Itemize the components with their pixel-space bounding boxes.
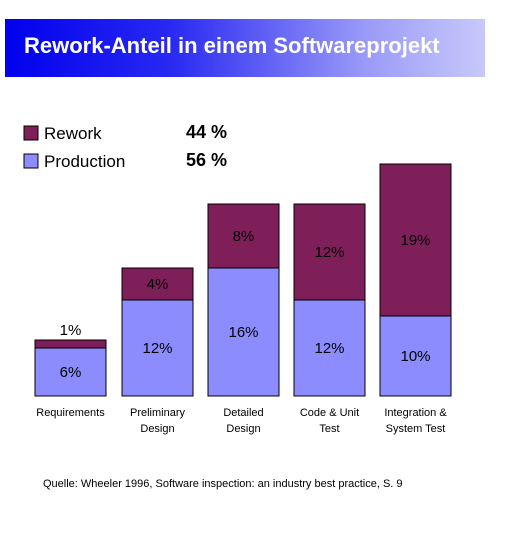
data-label-production: 12%	[314, 340, 344, 357]
source-note: Quelle: Wheeler 1996, Software inspectio…	[43, 478, 403, 490]
chart-title: Rework-Anteil in einem Softwareprojekt	[24, 33, 440, 58]
category-label: Design	[226, 423, 260, 435]
bar-rework	[34, 339, 107, 349]
legend-value-production: 56 %	[186, 150, 227, 170]
legend-swatch-production	[23, 153, 39, 169]
title-banner: Rework-Anteil in einem Softwareprojekt	[5, 19, 485, 77]
data-label-rework: 4%	[147, 276, 169, 293]
category-label: System Test	[386, 423, 446, 435]
category-label: Integration &	[384, 407, 447, 419]
data-label-production: 16%	[228, 324, 258, 341]
data-label-production: 6%	[60, 364, 82, 381]
data-label-rework: 1%	[60, 322, 82, 339]
bar-production	[293, 299, 366, 397]
data-label-rework: 19%	[400, 232, 430, 249]
category-label: Requirements	[36, 407, 105, 419]
data-label-production: 10%	[400, 348, 430, 365]
bar-production	[379, 315, 452, 397]
category-label: Design	[140, 423, 174, 435]
bar-rework	[293, 203, 366, 301]
legend-swatch-rework	[23, 125, 39, 141]
data-label-rework: 12%	[314, 244, 344, 261]
category-label: Code & Unit	[300, 407, 359, 419]
data-label-rework: 8%	[233, 228, 255, 245]
category-label: Test	[319, 423, 339, 435]
bar-production	[121, 299, 194, 397]
bar-production	[34, 347, 107, 397]
category-label: Detailed	[223, 407, 263, 419]
category-label: Preliminary	[130, 407, 186, 419]
legend-label-production: Production	[44, 152, 125, 171]
bar-rework	[379, 163, 452, 317]
legend-label-rework: Rework	[44, 124, 102, 143]
data-label-production: 12%	[142, 340, 172, 357]
legend-value-rework: 44 %	[186, 122, 227, 142]
bar-rework	[207, 203, 280, 269]
bar-rework	[121, 267, 194, 301]
